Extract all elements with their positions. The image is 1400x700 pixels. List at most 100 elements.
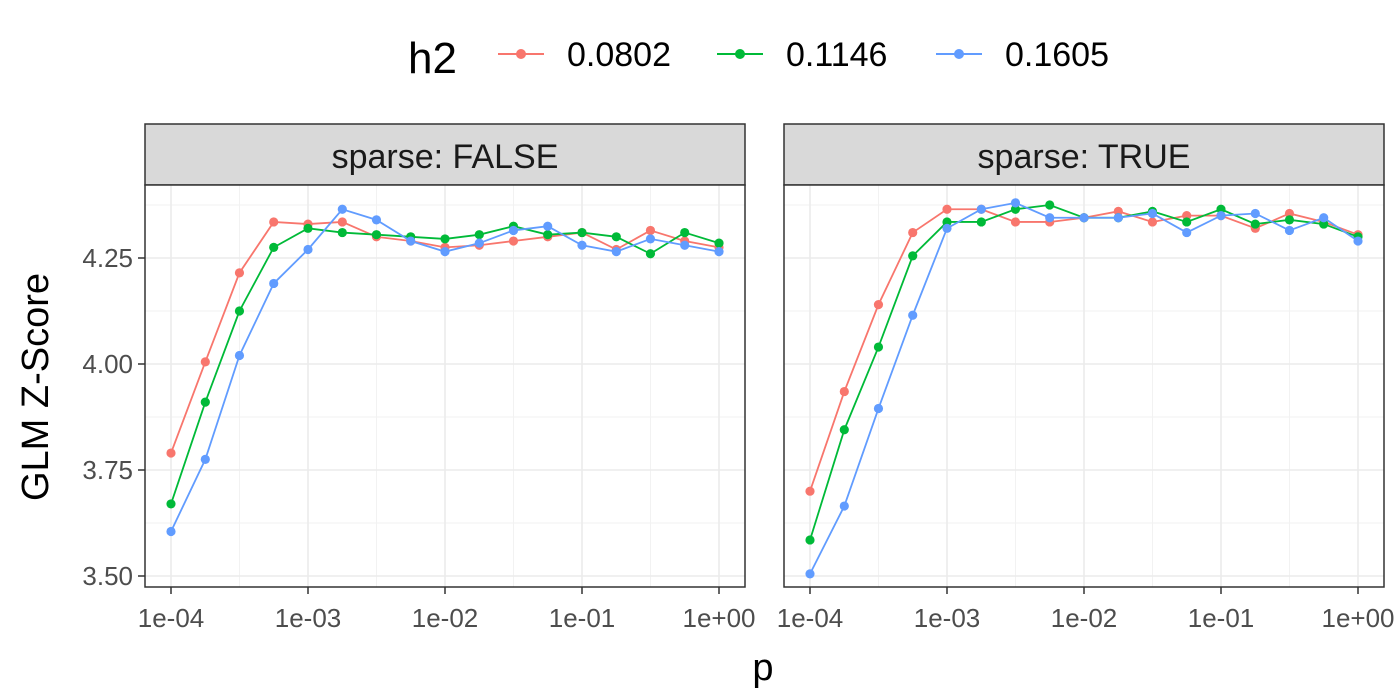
x-tick-label: 1e-01: [1188, 603, 1255, 633]
data-point: [976, 204, 986, 214]
legend: h2 0.0802 0.1146 0.1605: [408, 34, 1109, 83]
data-point: [908, 227, 918, 238]
data-point: [1284, 208, 1295, 219]
data-point: [873, 300, 884, 310]
x-tick-label: 1e-03: [914, 603, 981, 633]
data-point: [440, 247, 450, 257]
data-point: [1113, 213, 1123, 223]
data-point: [1319, 219, 1329, 229]
data-point: [269, 217, 279, 227]
data-point: [1010, 217, 1021, 227]
data-point: [234, 306, 245, 316]
data-point: [908, 251, 918, 261]
data-point: [645, 249, 656, 259]
data-point: [1182, 211, 1192, 221]
data-point: [645, 225, 656, 236]
data-point: [611, 232, 621, 242]
legend-title: h2: [408, 34, 457, 83]
data-point: [508, 236, 519, 246]
legend-entry: 0.0802: [498, 36, 671, 74]
data-point: [440, 234, 450, 244]
data-point: [269, 278, 279, 289]
y-tick-label: 3.50: [82, 561, 133, 591]
data-point: [805, 569, 815, 579]
legend-key-point: [735, 49, 745, 59]
data-point: [1319, 213, 1329, 223]
data-point: [303, 223, 313, 233]
data-point: [200, 357, 210, 367]
data-point: [1216, 211, 1226, 221]
data-point: [303, 244, 313, 255]
data-point: [839, 501, 849, 511]
data-point: [680, 227, 690, 238]
data-point: [200, 397, 210, 407]
data-point: [1010, 198, 1021, 208]
data-point: [577, 227, 587, 238]
data-point: [1216, 204, 1226, 214]
series-0.1605: [166, 204, 724, 537]
x-tick-label: 1e+00: [682, 603, 755, 633]
data-point: [406, 236, 416, 246]
facet-panel: sparse: TRUE 1e-04 1e-03 1e-02 1e-01 1e+00: [777, 123, 1395, 633]
data-point: [1182, 217, 1192, 227]
data-point: [1250, 219, 1260, 229]
facet-strip-label: sparse: FALSE: [332, 138, 559, 176]
data-point: [166, 499, 176, 509]
y-axis-title: GLM Z-Score: [15, 273, 57, 501]
data-point: [1147, 217, 1158, 227]
data-point: [714, 247, 724, 257]
y-axis: 3.50 3.75 4.00 4.25: [82, 243, 145, 591]
data-point: [577, 240, 587, 250]
data-point: [873, 403, 884, 414]
x-tick-label: 1e-03: [275, 603, 342, 633]
data-point: [976, 217, 986, 227]
data-point: [805, 535, 815, 545]
facet-strip-label: sparse: TRUE: [978, 138, 1191, 176]
data-point: [371, 230, 382, 240]
data-point: [1284, 215, 1295, 225]
x-tick-label: 1e-04: [777, 603, 844, 633]
legend-entry: 0.1605: [936, 36, 1109, 74]
data-point: [645, 234, 656, 244]
x-tick-label: 1e-02: [1051, 603, 1118, 633]
data-point: [371, 215, 382, 225]
data-point: [1045, 213, 1055, 223]
data-point: [942, 217, 952, 227]
data-point: [166, 448, 176, 458]
data-point: [337, 217, 347, 227]
gridlines: [784, 185, 1384, 587]
data-point: [1079, 213, 1089, 223]
legend-label: 0.1605: [1005, 36, 1109, 74]
data-point: [839, 386, 849, 397]
panels: sparse: FALSE 1e-04 1e-03 1e-02 1e-01 1e+00 3.…: [82, 123, 1395, 633]
data-point: [337, 204, 347, 214]
data-point: [1147, 208, 1158, 219]
data-point: [839, 425, 849, 435]
x-axis-title: p: [752, 647, 773, 689]
data-point: [200, 454, 210, 464]
data-point: [234, 350, 245, 361]
data-point: [942, 204, 952, 214]
data-point: [873, 342, 884, 352]
data-point: [1250, 208, 1260, 219]
data-point: [234, 268, 245, 278]
data-point: [508, 225, 519, 236]
data-point: [1045, 200, 1055, 210]
data-point: [1353, 236, 1363, 246]
data-point: [680, 240, 690, 250]
legend-key-point: [954, 49, 964, 59]
legend-label: 0.0802: [567, 36, 671, 74]
data-point: [543, 221, 553, 231]
y-tick-label: 3.75: [82, 455, 133, 485]
facet-panel: sparse: FALSE 1e-04 1e-03 1e-02 1e-01 1e+00 3.…: [82, 123, 756, 633]
data-point: [337, 227, 347, 238]
x-axis: 1e-04 1e-03 1e-02 1e-01 1e+00: [138, 587, 756, 633]
y-tick-label: 4.00: [82, 349, 133, 379]
data-point: [714, 238, 724, 248]
legend-entry: 0.1146: [717, 36, 887, 74]
data-point: [942, 223, 952, 233]
legend-label: 0.1146: [786, 36, 887, 74]
series-0.1605: [805, 198, 1363, 579]
legend-key-point: [516, 49, 526, 59]
